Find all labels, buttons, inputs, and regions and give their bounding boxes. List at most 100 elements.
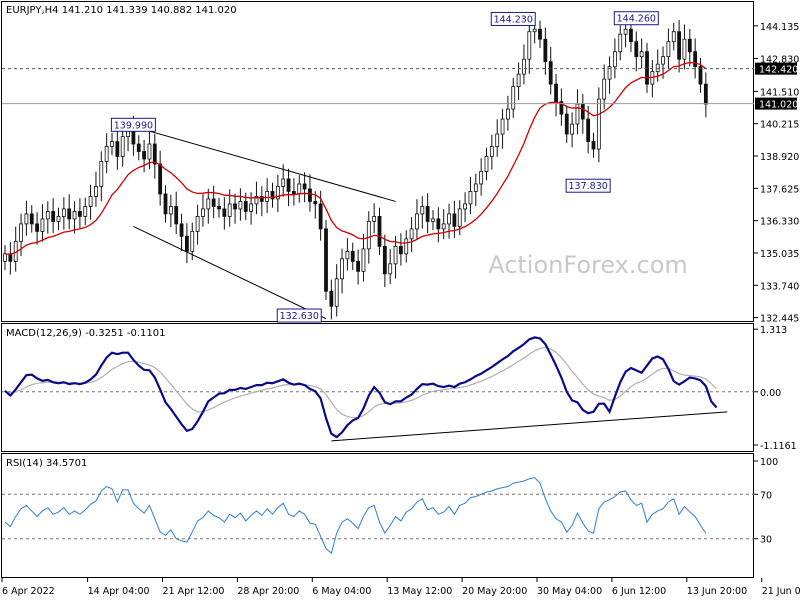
x-tick-label: 21 Apr 12:00 bbox=[163, 586, 225, 597]
price-header: EURJPY,H4 141.210 141.339 140.882 141.02… bbox=[6, 5, 237, 16]
macd-tick-label: 1.313 bbox=[760, 325, 787, 336]
candle-body bbox=[522, 58, 526, 75]
ma-price-label-box bbox=[755, 62, 797, 75]
candle-body bbox=[361, 248, 366, 272]
candle-body bbox=[334, 278, 339, 307]
candle-body bbox=[259, 196, 264, 202]
candle-body bbox=[286, 178, 291, 192]
candle-body bbox=[329, 290, 334, 307]
candle-body bbox=[473, 183, 478, 192]
candle-body bbox=[56, 216, 61, 222]
price-tick-label: 133.740 bbox=[760, 281, 799, 292]
candle-body bbox=[377, 216, 382, 247]
candle-body bbox=[639, 51, 644, 58]
price-tick-label: 144.135 bbox=[760, 22, 799, 33]
candle-body bbox=[313, 201, 318, 205]
x-tick-label: 6 May 04:00 bbox=[312, 586, 371, 597]
candle-body bbox=[527, 31, 532, 60]
price-tick-label: 136.330 bbox=[760, 217, 799, 228]
candle-body bbox=[580, 103, 585, 120]
candle-body bbox=[564, 113, 569, 135]
candle-body bbox=[441, 223, 446, 230]
price-pane bbox=[1, 1, 754, 322]
current-price-label: 141.020 bbox=[759, 100, 798, 111]
channel-lower-line bbox=[133, 225, 327, 320]
rsi-header: RSI(14) 34.5701 bbox=[6, 458, 87, 469]
candle-body bbox=[297, 183, 302, 195]
x-tick-label: 28 Apr 20:00 bbox=[237, 586, 299, 597]
price-tick-label: 140.215 bbox=[760, 120, 799, 131]
candle-body bbox=[629, 28, 633, 43]
candle-body bbox=[104, 146, 109, 162]
candle-body bbox=[463, 203, 468, 210]
x-tick-label: 30 May 04:00 bbox=[537, 586, 602, 597]
candle-body bbox=[179, 223, 184, 237]
price-tick-label: 138.920 bbox=[760, 152, 799, 163]
candle-body bbox=[431, 218, 435, 222]
rsi-tick-label: 30 bbox=[760, 535, 772, 546]
annotation-label: 144.260 bbox=[617, 14, 656, 25]
x-tick-label: 13 May 12:00 bbox=[387, 586, 452, 597]
candle-body bbox=[479, 171, 484, 185]
candle-body bbox=[607, 66, 612, 80]
candle-body bbox=[243, 201, 248, 212]
candle-body bbox=[51, 211, 56, 222]
candle-body bbox=[110, 141, 114, 147]
moving-average-line bbox=[4, 62, 707, 256]
candle-body bbox=[168, 206, 173, 215]
candle-body bbox=[201, 208, 205, 217]
annotation-label: 139.990 bbox=[114, 120, 153, 131]
price-tick-label: 142.830 bbox=[760, 54, 799, 65]
candle-body bbox=[72, 211, 77, 220]
candle-body bbox=[468, 191, 473, 205]
candle-body bbox=[83, 206, 88, 217]
candle-body bbox=[366, 221, 371, 250]
candle-body bbox=[195, 216, 200, 232]
x-tick-label: 14 Apr 04:00 bbox=[88, 586, 150, 597]
candle-body bbox=[217, 206, 221, 210]
candle-body bbox=[613, 51, 617, 68]
macd-pane bbox=[1, 323, 754, 452]
candle-body bbox=[152, 143, 157, 165]
candle-body bbox=[254, 196, 259, 205]
candle-body bbox=[634, 41, 639, 58]
candle-body bbox=[40, 218, 45, 232]
x-tick-label: 6 Jun 12:00 bbox=[612, 586, 666, 597]
candle-body bbox=[666, 41, 671, 58]
candle-body bbox=[500, 118, 505, 135]
candle-body bbox=[388, 263, 393, 275]
candle-body bbox=[206, 198, 211, 210]
macd-line bbox=[4, 336, 718, 439]
candle-body bbox=[586, 118, 591, 142]
candle-body bbox=[425, 206, 430, 222]
candle-body bbox=[516, 73, 521, 88]
candle-body bbox=[94, 186, 98, 197]
candle-body bbox=[495, 133, 500, 147]
candle-body bbox=[345, 250, 350, 260]
candle-body bbox=[120, 136, 125, 157]
candle-body bbox=[420, 206, 425, 215]
candle-body bbox=[147, 143, 152, 160]
candle-body bbox=[190, 230, 195, 252]
candle-body bbox=[591, 141, 596, 150]
candle-body bbox=[671, 31, 676, 43]
annotation-box bbox=[110, 117, 156, 132]
candle-body bbox=[693, 51, 698, 68]
candle-body bbox=[227, 203, 232, 217]
candle-body bbox=[61, 208, 66, 217]
price-tick-label: 132.445 bbox=[760, 314, 799, 325]
candle-body bbox=[452, 213, 457, 227]
candle-body bbox=[457, 208, 462, 227]
candle-body bbox=[372, 216, 377, 222]
rsi-pane bbox=[1, 453, 754, 578]
candle-body bbox=[184, 235, 189, 252]
candle-body bbox=[618, 33, 623, 53]
candle-body bbox=[67, 208, 72, 220]
rsi-tick-label: 100 bbox=[760, 457, 778, 468]
candle-body bbox=[115, 141, 120, 157]
candle-body bbox=[233, 203, 237, 210]
watermark: ActionForex.com bbox=[488, 251, 688, 279]
annotation-label: 137.830 bbox=[569, 181, 608, 192]
macd-trendline bbox=[331, 411, 728, 442]
candle-body bbox=[340, 258, 344, 280]
